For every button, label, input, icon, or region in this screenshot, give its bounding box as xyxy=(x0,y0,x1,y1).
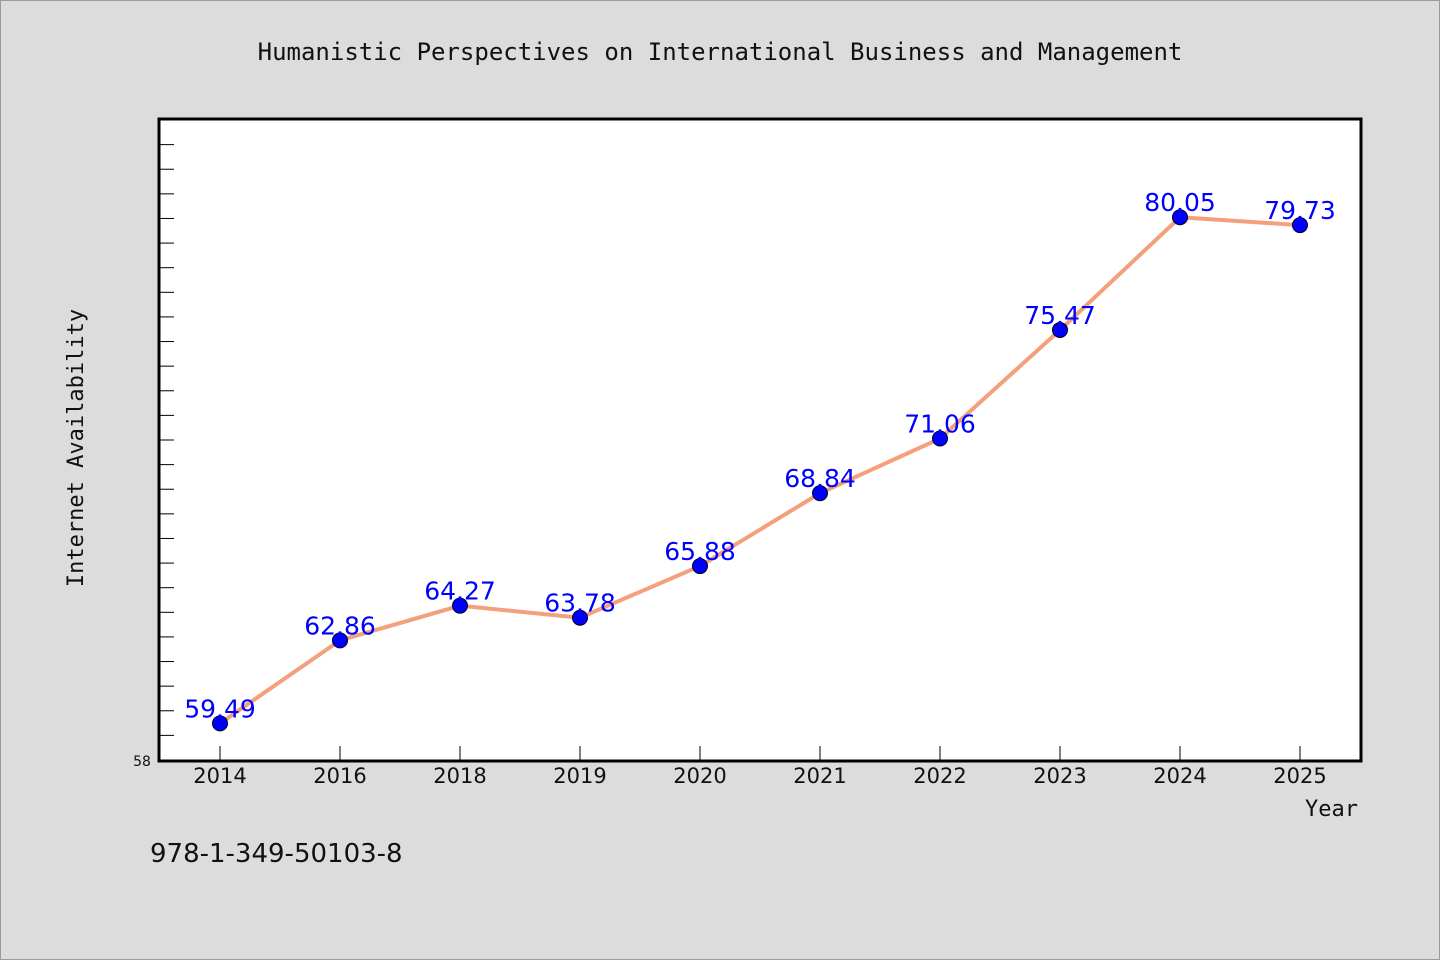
data-point xyxy=(452,597,468,614)
x-tick-label: 2019 xyxy=(553,764,606,788)
data-point xyxy=(692,558,708,575)
x-tick-label: 2018 xyxy=(433,764,486,788)
data-point xyxy=(1172,209,1188,226)
plot-area xyxy=(159,119,1361,761)
data-label: 62.86 xyxy=(304,611,376,640)
data-label: 79.73 xyxy=(1264,196,1336,225)
data-label: 59.49 xyxy=(184,694,256,723)
x-axis-label: Year xyxy=(1305,797,1358,822)
x-tick-label: 2024 xyxy=(1153,764,1206,788)
x-axis-ticks xyxy=(219,746,1301,760)
series-line xyxy=(218,215,1302,726)
data-point xyxy=(1052,321,1068,338)
series-layer: 59.49 62.86 64.27 63.78 65.88 68.84 71.06 75.47… xyxy=(184,188,1336,732)
data-point xyxy=(1292,217,1308,234)
data-label: 64.27 xyxy=(424,577,496,606)
data-label: 65.88 xyxy=(664,537,736,566)
data-label: 80.05 xyxy=(1144,188,1216,217)
data-label: 71.06 xyxy=(904,410,976,439)
chart-title: Humanistic Perspectives on International… xyxy=(258,38,1183,66)
x-tick-label: 2022 xyxy=(913,764,966,788)
x-tick-label: 2025 xyxy=(1273,764,1326,788)
x-tick-label: 2016 xyxy=(313,764,366,788)
data-point xyxy=(332,632,348,649)
data-point xyxy=(572,609,588,626)
data-label: 68.84 xyxy=(784,464,856,493)
x-tick-label: 2023 xyxy=(1033,764,1086,788)
data-label: 63.78 xyxy=(544,589,616,618)
y-tick-label-min: 58 xyxy=(133,754,151,770)
isbn-text: 978-1-349-50103-8 xyxy=(150,839,403,869)
x-tick-label: 2021 xyxy=(793,764,846,788)
data-point xyxy=(212,715,228,732)
x-tick-label: 2020 xyxy=(673,764,726,788)
x-tick-label: 2014 xyxy=(193,764,246,788)
y-axis-label: Internet Availability xyxy=(64,309,89,587)
data-point xyxy=(812,485,828,502)
data-label: 75.47 xyxy=(1024,301,1096,330)
plot-border xyxy=(157,117,1363,763)
x-tick-labels: 2014 2016 2018 2019 2020 2021 2022 2023 2024 2025 xyxy=(193,764,1326,788)
data-point xyxy=(932,430,948,447)
y-axis-ticks xyxy=(160,144,174,736)
